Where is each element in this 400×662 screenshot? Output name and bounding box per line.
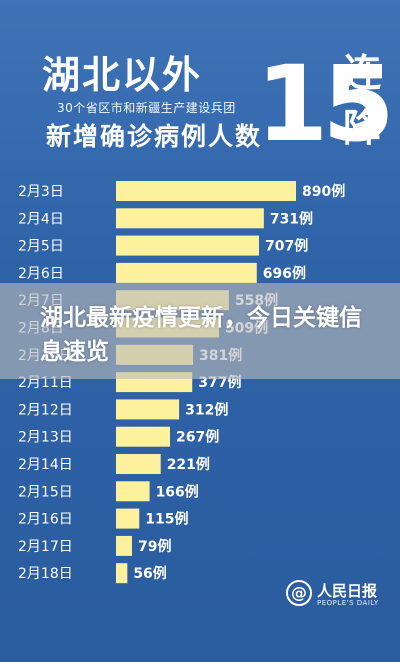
value-label: 267例 xyxy=(176,429,219,446)
value-label: 312例 xyxy=(185,401,228,418)
headline-text: 湖北最新疫情更新，今日关键信息速览 xyxy=(40,305,362,365)
category-label: 2月13日 xyxy=(18,430,73,446)
bar xyxy=(116,181,296,201)
value-label: 731例 xyxy=(270,210,313,227)
value-label: 79例 xyxy=(138,538,171,555)
logo-name-en: PEOPLE'S DAILY xyxy=(317,599,379,607)
value-label: 166例 xyxy=(156,483,199,500)
category-label: 2月12日 xyxy=(18,402,73,418)
bar xyxy=(116,563,128,584)
bar xyxy=(116,535,132,556)
bar xyxy=(116,235,259,256)
bar xyxy=(116,454,161,474)
value-label: 890例 xyxy=(302,183,345,200)
publisher-logo: @ 人民日报 PEOPLE'S DAILY xyxy=(286,578,384,612)
bar xyxy=(116,481,150,502)
category-label: 2月16日 xyxy=(18,512,73,528)
value-label: 115例 xyxy=(145,511,188,528)
chart-subtitle-small: 30个省区市和新疆生产建设兵团 xyxy=(57,101,236,115)
bar xyxy=(116,262,257,283)
title-block: 湖北以外 30个省区市和新疆生产建设兵团 新增确诊病例人数 15 连降 xyxy=(0,0,400,175)
bar xyxy=(116,208,264,229)
bar xyxy=(116,426,170,447)
category-label: 2月14日 xyxy=(18,457,73,473)
at-icon: @ xyxy=(286,580,312,606)
category-label: 2月18日 xyxy=(18,566,73,582)
value-label: 707例 xyxy=(265,238,308,255)
category-label: 2月5日 xyxy=(18,239,64,255)
category-label: 2月15日 xyxy=(18,484,73,500)
headline-overlay xyxy=(0,283,400,379)
value-label: 56例 xyxy=(133,565,166,582)
logo-name-cn: 人民日报 xyxy=(317,582,378,600)
chart-subtitle-large: 新增确诊病例人数 xyxy=(46,122,263,151)
category-label: 2月4日 xyxy=(18,211,64,227)
category-label: 2月17日 xyxy=(18,539,73,555)
category-label: 2月6日 xyxy=(18,266,64,282)
value-label: 221例 xyxy=(167,456,210,473)
bar xyxy=(116,508,140,529)
bar xyxy=(116,399,180,420)
value-label: 696例 xyxy=(263,265,306,282)
streak-suffix: 连降 xyxy=(343,51,382,150)
category-label: 2月11日 xyxy=(18,375,73,391)
chart-title-main: 湖北以外 xyxy=(42,53,203,97)
category-label: 2月3日 xyxy=(18,184,64,200)
